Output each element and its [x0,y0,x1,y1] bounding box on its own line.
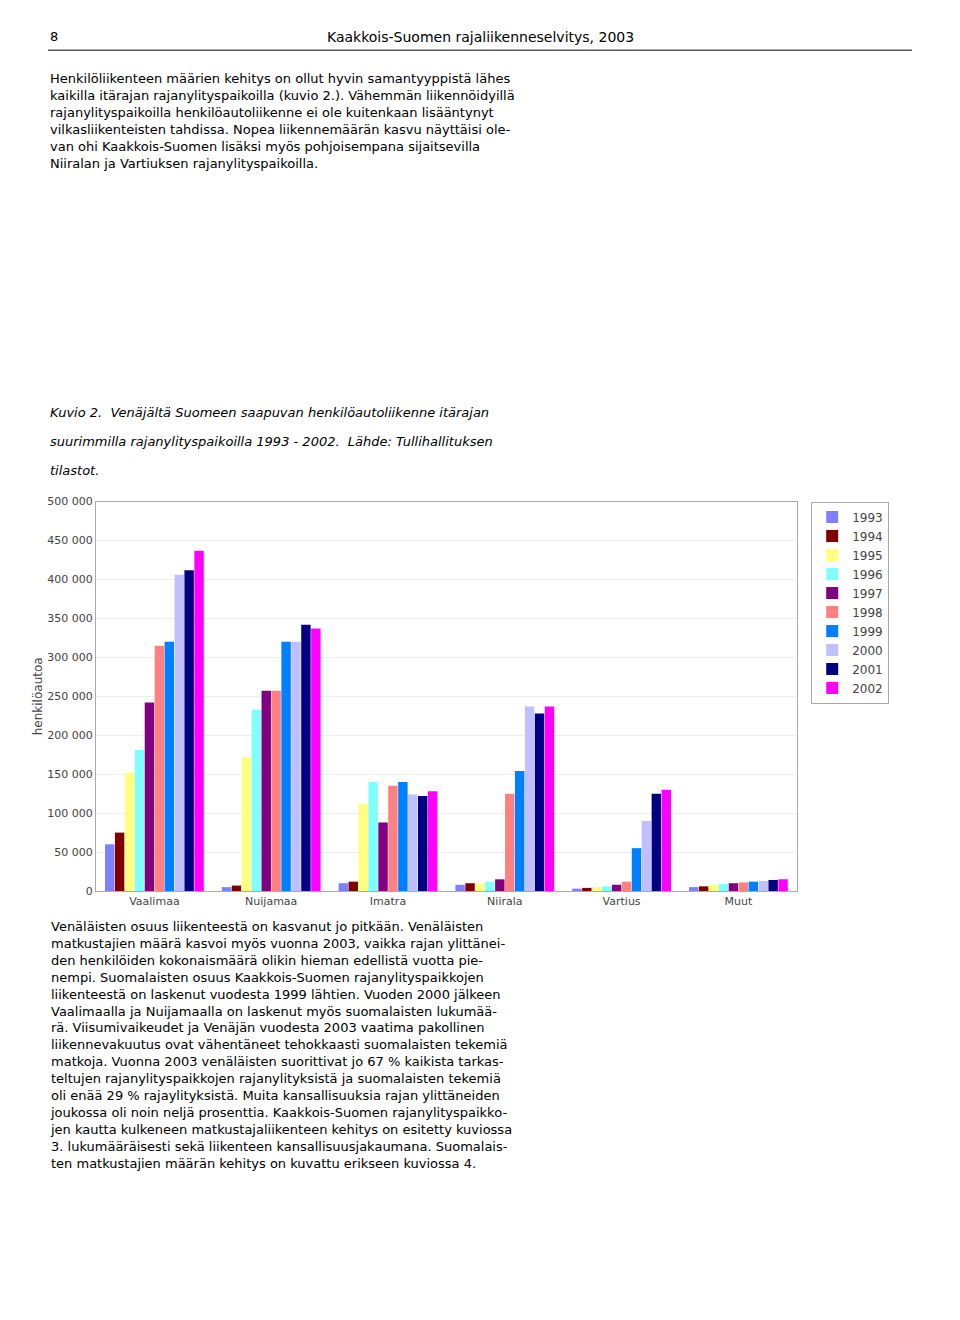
svg-text:500 000: 500 000 [47,495,93,508]
svg-text:8: 8 [50,29,58,44]
svg-text:150 000: 150 000 [47,768,93,781]
svg-text:100 000: 100 000 [47,807,93,820]
svg-text:1999: 1999 [852,625,883,639]
svg-text:450 000: 450 000 [47,534,93,547]
svg-text:Imatra: Imatra [370,895,406,908]
svg-text:1994: 1994 [852,530,883,544]
svg-text:1997: 1997 [852,587,883,601]
svg-text:Nuijamaa: Nuijamaa [245,895,297,908]
svg-text:henkilöautoa: henkilöautoa [31,657,45,735]
svg-text:suurimmilla rajanylityspaikoil: suurimmilla rajanylityspaikoilla 1993 - … [50,434,493,449]
svg-text:50 000: 50 000 [54,846,93,859]
svg-text:300 000: 300 000 [47,651,93,664]
svg-text:2002: 2002 [852,682,883,696]
svg-text:200 000: 200 000 [47,729,93,742]
svg-text:250 000: 250 000 [47,690,93,703]
svg-text:0: 0 [86,885,93,898]
svg-text:tilastot.: tilastot. [50,463,99,478]
svg-text:2000: 2000 [852,644,883,658]
svg-text:Venäläisten osuus liikenteestä: Venäläisten osuus liikenteestä on kasvan… [50,919,512,1171]
svg-text:Muut: Muut [725,895,753,908]
svg-text:Kuvio 2. Venäjältä Suomeen sa: Kuvio 2. Venäjältä Suomeen saapuvan henk… [50,405,489,420]
svg-text:1998: 1998 [852,606,883,620]
svg-text:Vaalimaa: Vaalimaa [129,895,179,908]
svg-text:Henkilöliikenteen määrien kehi: Henkilöliikenteen määrien kehitys on oll… [50,71,515,171]
svg-text:1995: 1995 [852,549,883,563]
svg-text:1996: 1996 [852,568,883,582]
svg-text:1993: 1993 [852,511,883,525]
svg-text:Niirala: Niirala [487,895,522,908]
svg-text:Vartius: Vartius [603,895,641,908]
svg-text:400 000: 400 000 [47,573,93,586]
svg-text:Kaakkois-Suomen rajaliikennese: Kaakkois-Suomen rajaliikenneselvitys, 20… [327,29,634,45]
svg-text:350 000: 350 000 [47,612,93,625]
svg-text:2001: 2001 [852,663,883,677]
